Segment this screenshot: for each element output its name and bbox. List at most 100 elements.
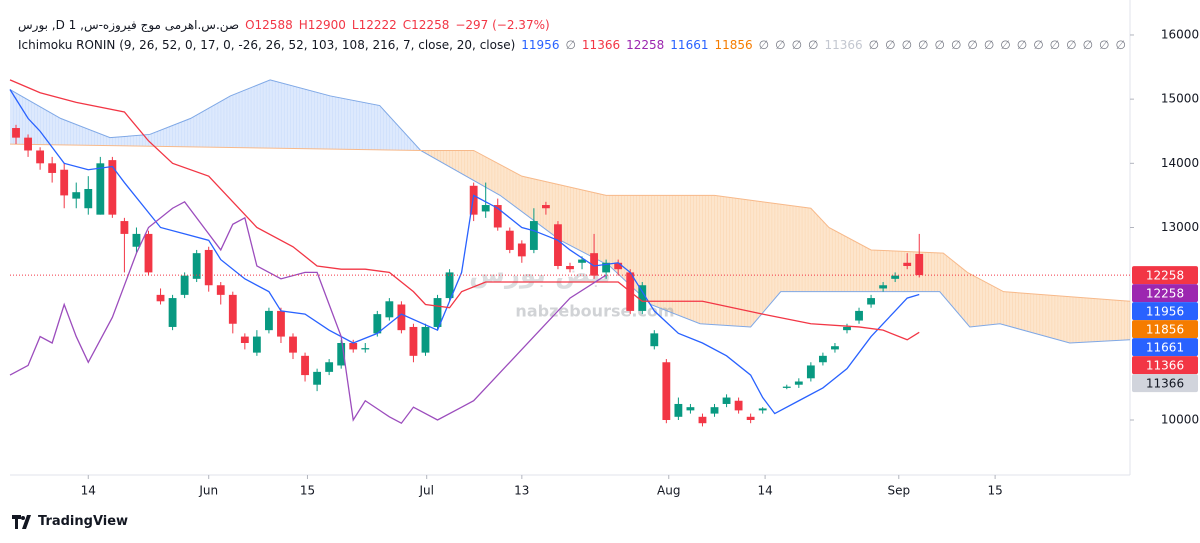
cloud-fill — [687, 195, 691, 320]
cloud-fill — [380, 106, 384, 150]
cloud-fill — [70, 122, 74, 146]
candle-body — [277, 310, 285, 337]
cloud-fill — [362, 102, 366, 150]
cloud-fill — [684, 195, 688, 319]
cloud-fill — [28, 99, 32, 145]
cloud-fill — [485, 156, 490, 189]
cloud-fill — [756, 201, 761, 320]
candle-body — [84, 188, 93, 209]
cloud-fill — [666, 195, 670, 312]
candle-body — [325, 362, 334, 372]
cloud-fill — [639, 195, 643, 297]
cloud-fill — [446, 150, 450, 167]
candle-body — [710, 407, 719, 414]
candle-body — [301, 355, 309, 376]
cloud-fill — [657, 195, 661, 309]
footer-text: TradingView — [38, 514, 129, 529]
cloud-fill — [94, 131, 98, 146]
cloud-fill — [997, 288, 1001, 325]
cloud-fill — [792, 205, 797, 292]
cloud-fill — [413, 142, 417, 151]
candle-body — [806, 365, 815, 379]
cloud-fill — [335, 96, 339, 150]
header-value: C12258 — [402, 18, 450, 32]
cloud-fill — [1042, 294, 1047, 337]
cloud-fill — [765, 202, 770, 310]
cloud-fill — [648, 195, 652, 305]
cloud-fill — [982, 280, 986, 326]
cloud-fill — [283, 83, 288, 149]
cloud-fill — [892, 250, 896, 292]
candle-body — [782, 386, 791, 388]
cloud-fill — [443, 150, 447, 166]
cloud-fill — [1000, 290, 1004, 325]
candle-body — [855, 310, 863, 321]
cloud-fill — [458, 150, 463, 174]
candle-body — [421, 326, 430, 353]
header-value: ∅ — [934, 38, 945, 52]
cloud-fill — [1003, 291, 1007, 326]
indicator-line — [9, 79, 920, 341]
candle-body — [542, 205, 550, 209]
header-value: −297 (−2.37%) — [455, 18, 550, 32]
cloud-fill — [865, 246, 869, 292]
cloud-fill — [91, 130, 95, 146]
cloud-fill — [476, 152, 481, 184]
cloud — [10, 80, 1131, 343]
price-tag — [1132, 374, 1198, 393]
cloud-fill — [901, 251, 905, 292]
cloud-fill — [850, 238, 854, 292]
cloud-fill — [139, 135, 143, 147]
cloud-fill — [1060, 296, 1065, 342]
cloud-fill — [533, 178, 538, 223]
cloud-fill — [967, 272, 971, 327]
cloud-fill — [883, 250, 887, 292]
cloud-fill — [437, 150, 441, 162]
cloud-fill — [741, 199, 746, 327]
cloud-fill — [548, 182, 553, 235]
indicator-values: 11956 ∅ 11366 12258 11661 11856 ∅ ∅ ∅ ∅ 11366 ∅ ∅ ∅ ∅ ∅… — [521, 38, 1132, 52]
cloud-fill — [774, 203, 779, 299]
x-tick-label: 13 — [514, 484, 529, 498]
watermark: nabzebourse.com — [515, 302, 674, 321]
cloud-fill — [431, 150, 435, 159]
cloud-fill — [488, 158, 493, 191]
cloud-fill — [271, 80, 276, 149]
cloud-fill — [377, 105, 381, 150]
candle-body — [48, 163, 57, 173]
indicator: Ichimoku RONIN (9, 26, 52, 0, 17, 0, -26… — [18, 38, 516, 52]
cloud-fill — [1018, 292, 1023, 330]
price-tag-label: 11366 — [1146, 377, 1184, 391]
cloud-fill — [708, 195, 712, 325]
cloud-fill — [1096, 298, 1101, 342]
cloud-fill — [618, 195, 622, 277]
cloud-fill — [40, 106, 44, 145]
cloud-fill — [1099, 298, 1104, 342]
candle-body — [758, 408, 767, 411]
header-value: L12222 — [351, 18, 397, 32]
cloud-fill — [244, 88, 249, 148]
cloud-fill — [46, 110, 50, 145]
cloud-fill — [434, 150, 438, 161]
cloud-fill — [1045, 294, 1050, 338]
cloud-fill — [479, 153, 484, 186]
cloud-fill — [843, 235, 848, 292]
candle-body — [108, 160, 117, 215]
y-tick-label: 15000 — [1161, 92, 1199, 106]
cloud-fill — [452, 150, 456, 171]
cloud-fill — [211, 104, 216, 148]
cloud-fill — [401, 129, 405, 151]
candle-body — [903, 262, 912, 266]
cloud-fill — [238, 91, 243, 148]
cloud-fill — [937, 252, 941, 293]
candle-body — [554, 224, 562, 266]
cloud-fill — [1063, 296, 1068, 343]
header-value: 11856 — [714, 38, 753, 52]
cloud-fill — [729, 197, 733, 326]
header-value: ∅ — [758, 38, 770, 52]
cloud-fill — [603, 194, 607, 265]
cloud-fill — [795, 206, 800, 292]
cloud-fill — [1087, 298, 1092, 343]
cloud-fill — [663, 195, 667, 311]
